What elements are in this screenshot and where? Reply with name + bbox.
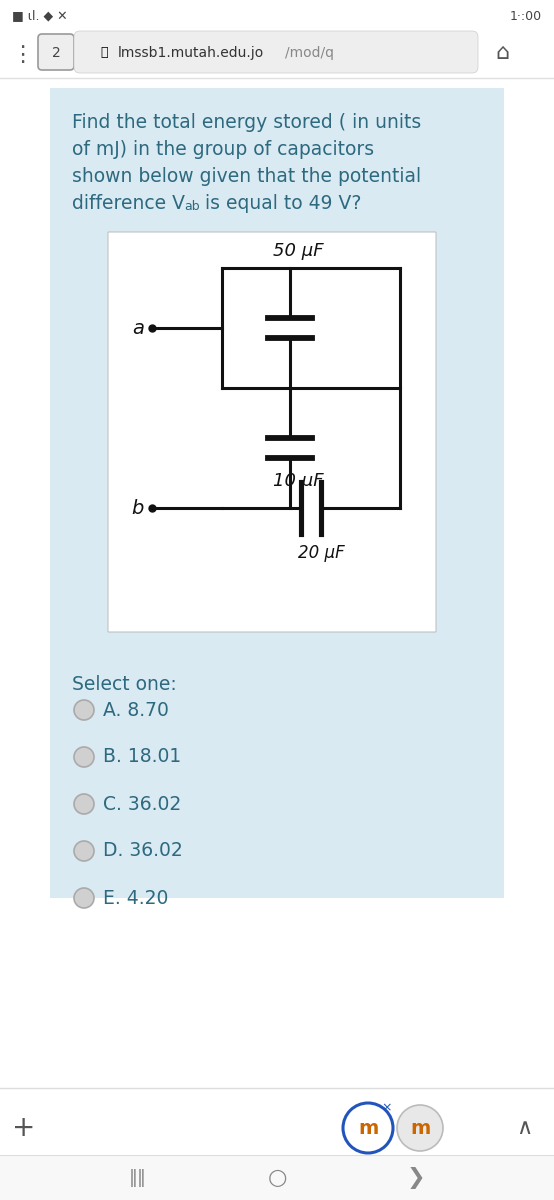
Text: ‖‖: ‖‖ xyxy=(129,1169,147,1187)
Text: B. 18.01: B. 18.01 xyxy=(103,748,181,767)
Text: Find the total energy stored ( in units: Find the total energy stored ( in units xyxy=(72,113,421,132)
Circle shape xyxy=(74,794,94,814)
Circle shape xyxy=(343,1103,393,1153)
Text: /mod/q: /mod/q xyxy=(285,46,334,60)
Text: difference V: difference V xyxy=(72,194,185,214)
Circle shape xyxy=(397,1105,443,1151)
Text: 20 μF: 20 μF xyxy=(297,544,345,562)
Text: a: a xyxy=(132,318,144,337)
Text: lmssb1.mutah.edu.jo: lmssb1.mutah.edu.jo xyxy=(118,46,264,60)
Text: ⌂: ⌂ xyxy=(495,43,509,62)
Text: C. 36.02: C. 36.02 xyxy=(103,794,181,814)
Text: b: b xyxy=(132,498,144,517)
Text: shown below given that the potential: shown below given that the potential xyxy=(72,167,421,186)
Text: m: m xyxy=(410,1118,430,1138)
Text: of mJ) in the group of capacitors: of mJ) in the group of capacitors xyxy=(72,140,374,158)
FancyBboxPatch shape xyxy=(50,88,504,898)
FancyBboxPatch shape xyxy=(108,232,436,632)
Text: ■ ɩl. ◆ ✕: ■ ɩl. ◆ ✕ xyxy=(12,10,68,23)
Text: 50 μF: 50 μF xyxy=(273,242,324,260)
Text: ⋮: ⋮ xyxy=(11,44,33,65)
Text: D. 36.02: D. 36.02 xyxy=(103,841,183,860)
Text: E. 4.20: E. 4.20 xyxy=(103,888,168,907)
Circle shape xyxy=(74,746,94,767)
Text: Select one:: Select one: xyxy=(72,674,177,694)
Text: is equal to 49 V?: is equal to 49 V? xyxy=(199,194,361,214)
Text: +: + xyxy=(12,1114,35,1142)
Text: 2: 2 xyxy=(52,46,60,60)
Circle shape xyxy=(74,888,94,908)
Circle shape xyxy=(74,700,94,720)
Text: 10 μF: 10 μF xyxy=(273,472,324,490)
Text: ∧: ∧ xyxy=(516,1118,532,1138)
Text: ❯: ❯ xyxy=(407,1166,425,1189)
Circle shape xyxy=(74,841,94,862)
FancyBboxPatch shape xyxy=(74,31,478,73)
Text: ab: ab xyxy=(184,200,199,214)
Text: ×: × xyxy=(382,1102,392,1115)
Text: 🔒: 🔒 xyxy=(100,47,107,60)
FancyBboxPatch shape xyxy=(38,34,74,70)
Text: ○: ○ xyxy=(268,1168,286,1188)
FancyBboxPatch shape xyxy=(0,1154,554,1200)
Text: 1·:00: 1·:00 xyxy=(510,10,542,23)
Text: m: m xyxy=(358,1118,378,1138)
Text: A. 8.70: A. 8.70 xyxy=(103,701,169,720)
